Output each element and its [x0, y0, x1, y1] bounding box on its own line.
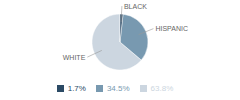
- svg-text:HISPANIC: HISPANIC: [155, 25, 188, 32]
- html-text:34.5%: 34.5%: [106, 84, 130, 93]
- html-text:63.8%: 63.8%: [150, 84, 174, 93]
- svg-text:WHITE: WHITE: [63, 54, 86, 61]
- html-text:1.7%: 1.7%: [67, 84, 86, 93]
- svg-text:BLACK: BLACK: [124, 3, 147, 10]
